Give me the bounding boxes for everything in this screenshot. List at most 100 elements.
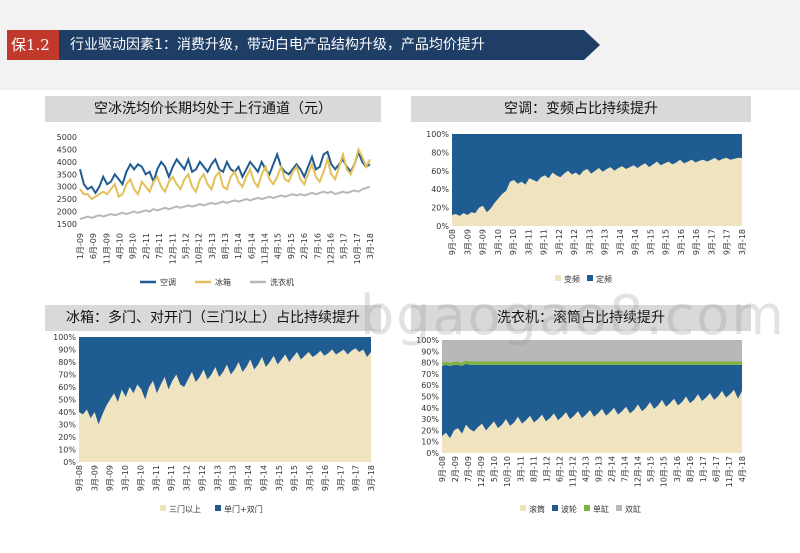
- chart1-ytick: 4000: [57, 158, 77, 167]
- chart1-ytick: 1500: [57, 220, 77, 229]
- chart3-xtick: 9月-14: [259, 465, 268, 491]
- chart1-legend-label: 洗衣机: [270, 277, 294, 287]
- chart1-xtick: 12月-11: [168, 233, 177, 264]
- chart1-line-1: [79, 146, 371, 201]
- chart2-xtick: 3月-14: [616, 229, 625, 255]
- chart1-xtick: 4月-15: [274, 233, 283, 259]
- chart4-legend-swatch: [520, 505, 526, 511]
- chart4-xtick: 5月-15: [647, 456, 656, 482]
- chart1-xtick: 8月-13: [221, 233, 230, 259]
- chart1-xtick: 11月-14: [261, 233, 270, 264]
- chart4-ytick: 30%: [421, 415, 439, 424]
- page-title: 行业驱动因素1：消费升级，带动白电产品结构升级，产品均价提升: [70, 37, 485, 53]
- chart4-ytick: 10%: [421, 438, 439, 447]
- chart1-xtick: 5月-12: [181, 233, 190, 259]
- chart2-xtick: 9月-16: [692, 229, 701, 255]
- chart4-xtick: 11月-17: [725, 456, 734, 487]
- chart2-ytick: 40%: [431, 185, 449, 194]
- chart2-legend-swatch: [587, 275, 593, 281]
- chart4-area-0: [442, 389, 742, 453]
- chart4-xtick: 3月-16: [673, 456, 682, 482]
- chart3-xtick: 9月-10: [136, 465, 145, 491]
- chart1-xtick: 9月-15: [287, 233, 296, 259]
- chart4-ytick: 80%: [421, 359, 439, 368]
- chart2-xtick: 3月-18: [738, 229, 747, 255]
- chart1-xtick: 9月-10: [129, 233, 138, 259]
- chart2-legend-label: 定频: [596, 274, 612, 284]
- chart4-xtick: 3月-11: [516, 456, 525, 482]
- chart2-ytick: 60%: [431, 167, 449, 176]
- chart2-ytick: 80%: [431, 148, 449, 157]
- chart3-xtick: 3月-15: [275, 465, 284, 491]
- chart3-xtick: 9月-11: [167, 465, 176, 491]
- chart1-xtick: 2月-16: [300, 233, 309, 259]
- chart4-xtick: 7月-09: [464, 456, 473, 482]
- chart4-ytick: 90%: [421, 347, 439, 356]
- chart3-ytick: 90%: [58, 346, 76, 355]
- chart4-ytick: 20%: [421, 426, 439, 435]
- chart3-legend-label: 三门以上: [169, 504, 201, 514]
- chart3-xtick: 3月-17: [336, 465, 345, 491]
- chart1-xtick: 2月-11: [142, 233, 151, 259]
- chart3-ytick: 70%: [58, 371, 76, 380]
- chart4-xtick: 10月-10: [503, 456, 512, 487]
- chart4-xtick: 9月-08: [438, 456, 447, 482]
- chart4-xtick: 11月-12: [568, 456, 577, 487]
- watermark: bgaogao8.com: [360, 284, 786, 347]
- chart1-legend-label: 冰箱: [215, 277, 231, 287]
- chart4-xtick: 4月-13: [581, 456, 590, 482]
- chart1-xtick: 1月-09: [76, 233, 85, 259]
- chart3-ytick: 80%: [58, 358, 76, 367]
- section-tag: 保1.2: [7, 30, 59, 60]
- chart4-ytick: 0%: [426, 449, 439, 458]
- chart4-legend-label: 滚筒: [529, 504, 545, 514]
- chart3-legend-swatch: [160, 505, 166, 511]
- chart1-xtick: 7月-16: [313, 233, 322, 259]
- chart3-xtick: 9月-13: [229, 465, 238, 491]
- chart3-xtick: 9月-17: [352, 465, 361, 491]
- chart2-area-1: [452, 134, 742, 216]
- chart1-xtick: 12月-16: [326, 233, 335, 264]
- chart3-ytick: 0%: [63, 458, 76, 467]
- chart3-ytick: 30%: [58, 421, 76, 430]
- chart1-xtick: 3月-13: [208, 233, 217, 259]
- chart4-xtick: 7月-14: [621, 456, 630, 482]
- chart2-xtick: 3月-09: [463, 229, 472, 255]
- chart2-legend-label: 变频: [564, 274, 580, 284]
- chart3-xtick: 3月-18: [367, 465, 376, 491]
- chart2-xtick: 3月-16: [677, 229, 686, 255]
- chart1-ytick: 3500: [57, 170, 77, 179]
- chart4-xtick: 2月-09: [451, 456, 460, 482]
- chart2-xtick: 9月-11: [540, 229, 549, 255]
- chart2-xtick: 9月-10: [509, 229, 518, 255]
- chart4-xtick: 12月-09: [477, 456, 486, 487]
- chart4-area-1: [442, 363, 742, 439]
- chart4-xtick: 6月-12: [555, 456, 564, 482]
- chart2-xtick: 3月-15: [646, 229, 655, 255]
- chart4-xtick: 5月-10: [490, 456, 499, 482]
- chart3-xtick: 9月-08: [75, 465, 84, 491]
- chart2-xtick: 9月-14: [631, 229, 640, 255]
- chart4-xtick: 1月-12: [542, 456, 551, 482]
- chart3-xtick: 9月-12: [198, 465, 207, 491]
- chart4-xtick: 10月-15: [660, 456, 669, 487]
- chart1-xtick: 11月-09: [102, 233, 111, 264]
- chart3-ytick: 60%: [58, 383, 76, 392]
- chart2-xtick: 9月-08: [448, 229, 457, 255]
- chart2-xtick: 3月-13: [585, 229, 594, 255]
- chart4-legend-label: 双缸: [625, 504, 641, 514]
- chart3-xtick: 3月-14: [244, 465, 253, 491]
- chart2-area-0: [452, 157, 742, 226]
- chart2-xtick: 9月-12: [570, 229, 579, 255]
- chart2-title: 空调：变频占比持续提升: [411, 96, 751, 122]
- chart4-ytick: 70%: [421, 370, 439, 379]
- chart3-xtick: 3月-12: [183, 465, 192, 491]
- chart2-xtick: 3月-11: [524, 229, 533, 255]
- chart1-xtick: 10月-12: [195, 233, 204, 264]
- chart2-xtick: 3月-10: [494, 229, 503, 255]
- chart1-ytick: 2000: [57, 208, 77, 217]
- chart1-xtick: 6月-09: [89, 233, 98, 259]
- chart1-xtick: 4月-10: [116, 233, 125, 259]
- chart4-xtick: 8月-16: [686, 456, 695, 482]
- chart3-xtick: 3月-09: [90, 465, 99, 491]
